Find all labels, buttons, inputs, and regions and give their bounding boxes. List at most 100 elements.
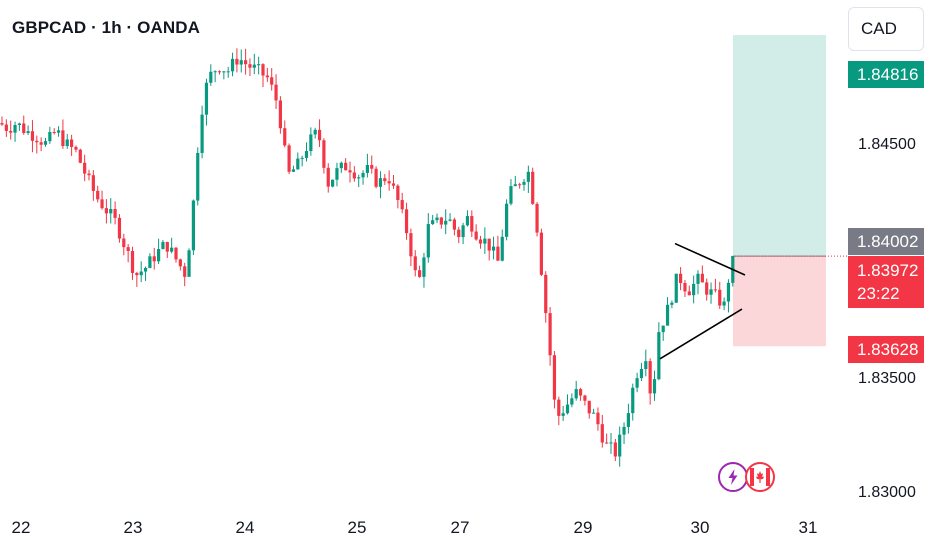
candle-body — [657, 332, 661, 380]
candle-body — [535, 203, 539, 233]
candle-body — [61, 130, 65, 147]
candle-body — [48, 132, 52, 142]
candle-body — [413, 256, 417, 271]
candle-body — [561, 413, 565, 416]
candle-body — [531, 171, 535, 204]
y-tick-label: 1.83500 — [858, 370, 916, 387]
x-tick-label: 23 — [123, 518, 143, 537]
y-tick-label: 1.83000 — [858, 484, 916, 501]
candle-body — [244, 60, 248, 65]
candle-body — [126, 247, 130, 252]
candle-body — [644, 361, 648, 370]
candle-body — [357, 177, 361, 179]
candle-body — [39, 142, 43, 145]
candle-body — [404, 209, 409, 234]
candle-body — [130, 251, 135, 273]
candle-body — [670, 302, 674, 305]
candle-body — [370, 164, 374, 169]
candle-body — [378, 178, 383, 187]
candle-body — [9, 130, 13, 133]
candle-body — [13, 125, 17, 133]
candle-body — [570, 398, 574, 405]
candle-body — [513, 184, 517, 187]
candle-body — [557, 399, 561, 416]
candle-body — [331, 179, 335, 187]
last-price-label: 1.84002 — [848, 228, 924, 255]
x-tick-label: 31 — [798, 518, 818, 537]
candle-body — [665, 304, 670, 326]
candle-body — [43, 141, 48, 145]
candle-body — [496, 246, 500, 261]
candle-body — [505, 203, 509, 237]
candle-body — [348, 170, 352, 173]
candle-body — [352, 172, 356, 179]
candle-body — [122, 238, 126, 248]
candle-body — [344, 162, 348, 171]
candle-body — [544, 274, 548, 314]
currency-label: CAD — [861, 19, 897, 38]
triangle-upper-line[interactable] — [674, 242, 746, 276]
candle-body — [248, 64, 252, 68]
x-tick-label: 24 — [235, 518, 255, 537]
candle-body — [226, 71, 230, 73]
candle-body — [270, 77, 274, 85]
candle-body — [713, 289, 717, 291]
candle-body — [687, 291, 691, 296]
bar-countdown: 23:22 — [857, 284, 900, 303]
candle-body — [78, 149, 82, 163]
tp-zone — [733, 35, 826, 257]
candle-body — [387, 181, 391, 184]
candle-body — [722, 301, 726, 306]
candle-body — [592, 412, 596, 414]
event-canada-icon[interactable] — [745, 462, 775, 492]
candle-body — [217, 71, 222, 73]
candle-body — [152, 256, 156, 262]
candle-body — [518, 184, 522, 186]
candle-body — [52, 132, 56, 134]
candle-body — [165, 242, 169, 252]
candle-body — [87, 173, 91, 176]
candle-body — [361, 172, 365, 178]
candle-body — [17, 123, 21, 126]
canada-flag-icon — [750, 468, 770, 486]
candle-body — [283, 128, 287, 146]
candle-body — [178, 259, 182, 267]
candle-body — [91, 175, 95, 191]
candle-body — [648, 361, 652, 394]
candle-body — [552, 355, 557, 400]
candle-body — [326, 167, 330, 187]
candle-body — [113, 208, 117, 218]
candle-body — [474, 231, 478, 240]
candle-body — [109, 208, 113, 214]
candle-body — [431, 220, 435, 225]
candle-body — [4, 124, 8, 131]
candle-body — [22, 123, 26, 134]
candle-body — [435, 217, 439, 221]
candle-body — [230, 58, 235, 72]
lightning-icon — [728, 469, 738, 485]
candle-body — [692, 283, 696, 296]
candle-body — [196, 152, 200, 201]
candle-body — [574, 389, 578, 399]
triangle-lower-line[interactable] — [659, 308, 743, 360]
candle-body — [335, 168, 339, 180]
candle-body — [117, 217, 122, 239]
candle-body — [583, 395, 587, 401]
currency-button[interactable]: CAD — [848, 7, 924, 51]
x-tick-label: 30 — [690, 518, 710, 537]
candle-body — [365, 164, 369, 173]
event-flash-icon[interactable] — [718, 462, 748, 492]
candle-body — [339, 162, 343, 169]
candle-body — [26, 131, 30, 134]
candle-body — [448, 219, 452, 221]
candle-body — [565, 404, 570, 414]
candle-body — [522, 181, 526, 185]
candle-body — [222, 71, 226, 73]
current-price-label: 1.83972 23:22 — [848, 256, 924, 308]
candle-body — [674, 273, 678, 303]
candle-body — [718, 289, 722, 306]
candle-body — [170, 247, 174, 252]
candle-body — [309, 134, 313, 152]
candle-body — [304, 151, 309, 158]
